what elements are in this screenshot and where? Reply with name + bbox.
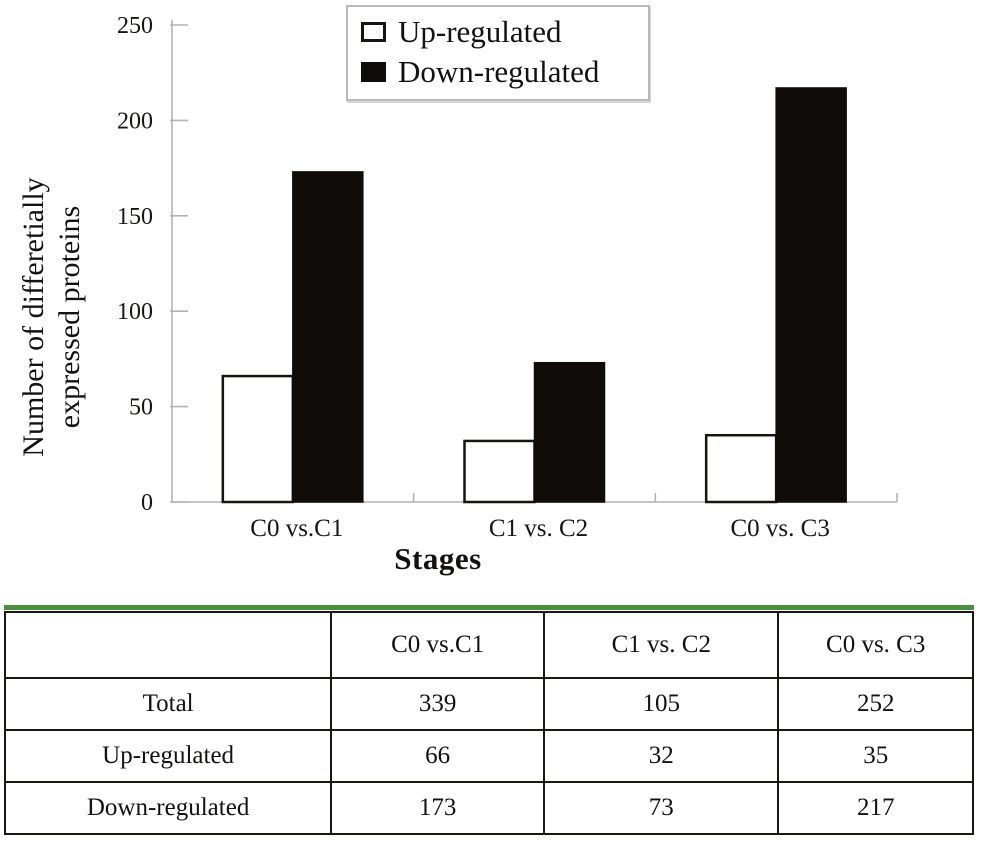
y-axis-title-line2: expressed proteins (53, 205, 86, 429)
y-axis-title-line1: Number of differetially (17, 177, 50, 457)
x-category-label: C0 vs. C3 (730, 515, 829, 542)
down-c1c2: 73 (543, 781, 780, 835)
x-category-label: C0 vs.C1 (250, 515, 343, 542)
y-tick-label: 0 (141, 490, 153, 516)
y-tick-label: 200 (117, 108, 153, 134)
legend: Up-regulated Down-regulated (346, 5, 650, 101)
legend-item-down-regulated: Down-regulated (361, 52, 640, 92)
up-c0c3: 35 (777, 729, 974, 783)
down-c0c3: 217 (777, 781, 974, 835)
y-tick-label: 250 (117, 13, 153, 39)
table-header-blank (3, 611, 333, 679)
x-category-label: C1 vs. C2 (489, 515, 588, 542)
bar-up-1 (463, 439, 536, 504)
legend-label-down: Down-regulated (398, 54, 600, 89)
bar-chart: 0 50 100 150 200 250 C0 vs.C1 C1 vs. C2 C0 vs. C… (16, 5, 898, 576)
y-axis-title: Number of differetially expressed protei… (16, 122, 88, 512)
bar-down-1 (533, 361, 606, 503)
bar-up-0 (221, 374, 295, 504)
table-header-row: C0 vs.C1 C1 vs. C2 C0 vs. C3 (3, 611, 974, 679)
total-c1c2: 105 (543, 677, 780, 731)
row-label-down: Down-regulated (3, 781, 333, 835)
legend-swatch-down-icon (361, 62, 386, 82)
up-c0c1: 66 (330, 729, 546, 783)
table-header-c0c3: C0 vs. C3 (777, 611, 974, 679)
summary-table: C0 vs.C1 C1 vs. C2 C0 vs. C3 Total 339 1… (3, 611, 974, 835)
legend-label-up: Up-regulated (398, 14, 562, 49)
row-label-up: Up-regulated (3, 729, 333, 783)
table-row-up-regulated: Up-regulated 66 32 35 (3, 729, 974, 783)
bar-down-0 (292, 171, 364, 503)
y-tick-label: 100 (117, 299, 153, 325)
legend-item-up-regulated: Up-regulated (361, 12, 640, 52)
y-tick-label: 50 (129, 395, 153, 421)
green-divider (4, 605, 974, 610)
total-c0c1: 339 (330, 677, 546, 731)
legend-swatch-up-icon (361, 22, 386, 42)
bar-up-2 (704, 433, 778, 504)
bar-down-2 (775, 87, 847, 503)
plot-canvas: 0 50 100 150 200 250 C0 vs.C1 C1 vs. C2 C0 vs. C… (117, 13, 898, 542)
table-header-c0c1: C0 vs.C1 (330, 611, 546, 679)
table-header-c1c2: C1 vs. C2 (543, 611, 780, 679)
total-c0c3: 252 (777, 677, 974, 731)
y-tick-label: 150 (117, 204, 153, 230)
x-axis-title: Stages (394, 541, 482, 576)
down-c0c1: 173 (330, 781, 546, 835)
table-row-down-regulated: Down-regulated 173 73 217 (3, 781, 974, 835)
up-c1c2: 32 (543, 729, 780, 783)
row-label-total: Total (3, 677, 333, 731)
table-row-total: Total 339 105 252 (3, 677, 974, 731)
